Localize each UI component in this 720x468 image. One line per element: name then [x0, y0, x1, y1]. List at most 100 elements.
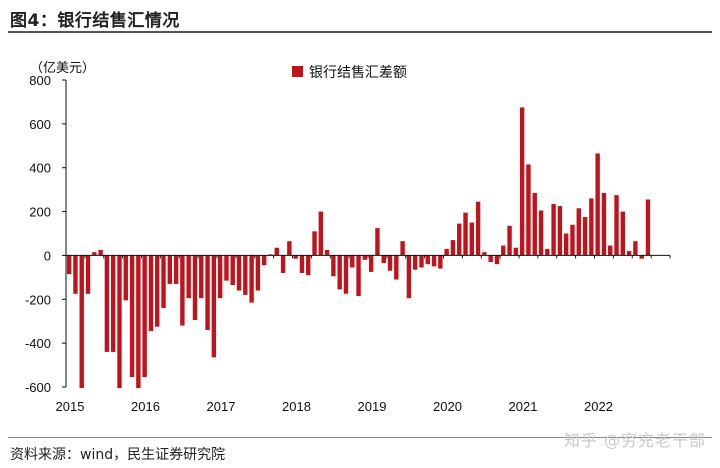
bar-series: [66, 107, 651, 389]
bar: [633, 241, 638, 256]
bar: [381, 255, 386, 264]
bar: [255, 255, 261, 291]
bar: [488, 255, 493, 263]
bar: [73, 255, 78, 294]
bar: [217, 255, 223, 299]
bar: [563, 233, 569, 256]
bar: [274, 247, 279, 256]
watermark: 知乎 @穷充老干部: [563, 431, 706, 450]
y-tick-label: -400: [25, 336, 51, 351]
bar: [192, 255, 198, 321]
bar: [293, 255, 298, 259]
bar: [167, 255, 173, 284]
x-axis: 2015 2016 2017 2018 2019 2020 2021 2022: [56, 254, 671, 414]
bar: [475, 201, 481, 256]
bar: [287, 241, 292, 256]
y-axis-unit-label: （亿美元）: [30, 61, 95, 76]
bar: [110, 255, 116, 352]
bar: [482, 252, 487, 256]
bar: [406, 255, 412, 299]
bar: [155, 255, 160, 327]
bar: [331, 255, 336, 277]
bar: [337, 255, 342, 290]
source-divider: [8, 437, 712, 438]
x-tick-label: 2022: [584, 399, 613, 414]
bar: [268, 254, 273, 256]
bar: [199, 255, 204, 299]
bar: [186, 255, 191, 299]
y-tick-label: -600: [25, 380, 51, 395]
legend-swatch: [292, 66, 303, 77]
bar: [601, 192, 607, 256]
bar: [463, 212, 468, 256]
bar: [324, 249, 330, 256]
bar: [123, 255, 128, 301]
x-tick-label: 2018: [282, 399, 311, 414]
bar: [545, 248, 550, 256]
bar: [469, 222, 475, 256]
bar: [412, 255, 418, 270]
bar: [394, 255, 399, 280]
x-tick-label: 2016: [131, 399, 160, 414]
bar: [526, 164, 531, 256]
bar: [249, 255, 254, 303]
bar: [620, 211, 626, 256]
bar: [224, 255, 229, 281]
x-tick-label: 2017: [207, 399, 236, 414]
bar: [595, 153, 600, 256]
legend: 银行结售汇差额: [292, 65, 407, 81]
y-tick-label: 600: [29, 117, 51, 132]
bar: [142, 255, 147, 378]
bar: [180, 255, 185, 326]
bar: [431, 255, 437, 267]
bar: [350, 255, 355, 268]
x-tick-label: 2019: [358, 399, 387, 414]
bar: [104, 255, 110, 352]
bar: [299, 255, 305, 273]
bar: [236, 255, 242, 291]
y-tick-label: 400: [29, 161, 51, 176]
bar: [501, 245, 506, 256]
bar: [362, 255, 368, 260]
bar: [519, 107, 525, 256]
legend-label: 银行结售汇差额: [309, 65, 407, 81]
bar: [589, 198, 594, 256]
bar: [312, 231, 317, 256]
bar: [532, 192, 537, 256]
bar: [117, 255, 122, 389]
bar: [626, 251, 632, 256]
bar: [243, 255, 248, 295]
bar: [211, 255, 217, 358]
bar: [79, 255, 84, 389]
title-divider: [8, 31, 712, 33]
bar: [450, 240, 456, 256]
bar: [387, 255, 393, 271]
bar: [494, 255, 500, 265]
bar: [161, 255, 166, 309]
bar: [570, 224, 575, 256]
bar: [280, 255, 286, 273]
bar: [66, 255, 72, 275]
bar: [507, 225, 512, 256]
bar: [551, 203, 556, 256]
bar: [608, 245, 613, 256]
bar: [614, 195, 619, 256]
y-axis: -600 -400 -200 0 200 400 600 800: [25, 73, 67, 395]
bar: [306, 255, 311, 276]
source-note: 资料来源：wind，民生证券研究院: [10, 447, 226, 463]
bar: [356, 255, 361, 296]
bar: [92, 252, 97, 256]
figure-title: 图4：银行结售汇情况: [10, 11, 180, 31]
y-tick-label: 800: [29, 73, 51, 88]
bar: [538, 210, 544, 256]
bar: [261, 255, 267, 266]
x-tick-label: 2020: [433, 399, 462, 414]
bar: [230, 255, 235, 286]
bar-chart: （亿美元） 银行结售汇差额 -600-400-2000200400600800 …: [25, 61, 671, 414]
bar: [318, 211, 324, 256]
y-tick-label: 200: [29, 205, 51, 220]
bar: [438, 255, 443, 269]
bar: [85, 255, 91, 294]
bar: [419, 255, 424, 268]
bar: [129, 255, 135, 378]
